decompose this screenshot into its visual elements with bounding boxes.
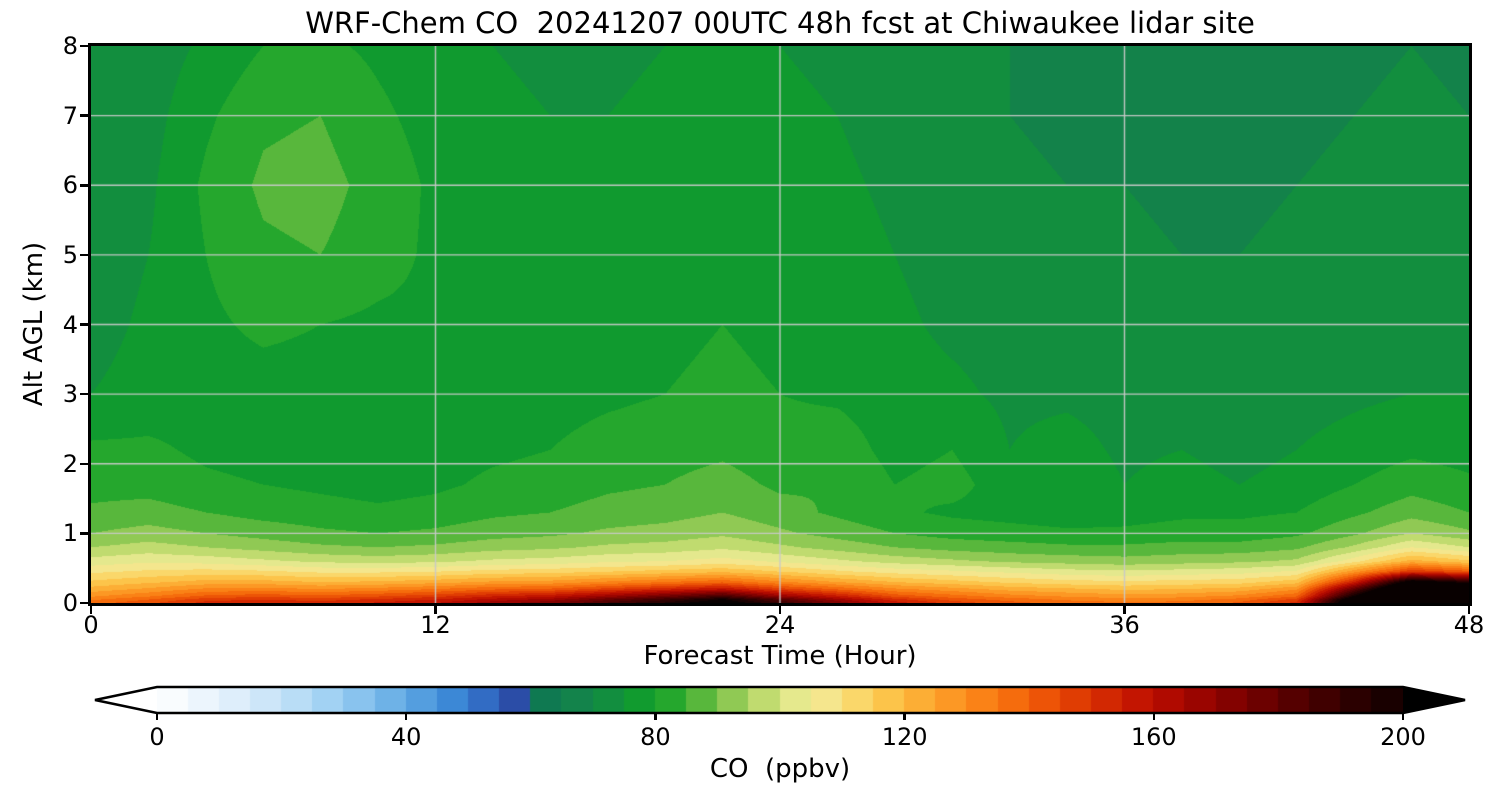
y-tick-mark [80,601,88,605]
x-tick-label: 12 [420,611,451,639]
x-tick-mark [434,606,437,614]
co-contour-canvas [91,46,1469,603]
x-tick-label: 0 [83,611,99,639]
y-tick-mark [80,462,88,465]
y-tick-label: 4 [62,310,78,339]
y-tick-label: 8 [62,32,78,60]
y-tick-mark [80,323,88,326]
colorbar-tick-mark [654,713,657,720]
y-tick-label: 6 [62,171,78,200]
colorbar-tick-label: 40 [390,723,422,751]
y-tick-label: 7 [62,101,78,130]
y-tick-label: 2 [62,449,78,478]
colorbar-tick-mark [155,713,159,720]
x-tick-mark [89,606,93,614]
colorbar-over-arrow [1403,687,1465,713]
x-axis-label: Forecast Time (Hour) [643,641,917,671]
y-tick-label: 5 [62,240,78,269]
y-tick-mark [80,253,88,257]
x-tick-mark [778,606,782,614]
colorbar-frame [94,685,1466,715]
y-tick-mark [80,184,88,187]
colorbar-tick-label: 200 [1380,723,1426,751]
y-tick-mark [80,44,88,48]
colorbar-tick-label: 80 [640,723,671,751]
colorbar-canvas [157,687,1403,713]
colorbar-outline [94,685,1466,715]
colorbar-tick-mark [1401,713,1405,720]
x-tick-mark [1467,606,1471,614]
colorbar-tick-label: 160 [1130,723,1177,751]
y-tick-label: 0 [62,589,78,617]
x-tick-label: 48 [1453,611,1485,639]
y-tick-mark [80,392,88,396]
x-tick-mark [1123,606,1126,614]
plot-area [88,43,1472,606]
colorbar-under-arrow [95,687,157,713]
y-tick-mark [80,532,88,535]
colorbar-tick-mark [903,713,906,720]
page-title: WRF-Chem CO 20241207 00UTC 48h fcst at C… [305,6,1255,40]
y-tick-label: 1 [62,519,78,548]
colorbar-tick-label: 0 [149,723,165,751]
colorbar-tick-mark [404,713,408,720]
y-tick-mark [80,114,88,117]
colorbar-tick-mark [1152,713,1156,720]
x-tick-label: 36 [1109,611,1140,639]
x-tick-label: 24 [764,611,796,639]
y-tick-label: 3 [62,380,78,409]
colorbar-tick-label: 120 [881,723,928,751]
colorbar-label: CO (ppbv) [709,754,851,784]
